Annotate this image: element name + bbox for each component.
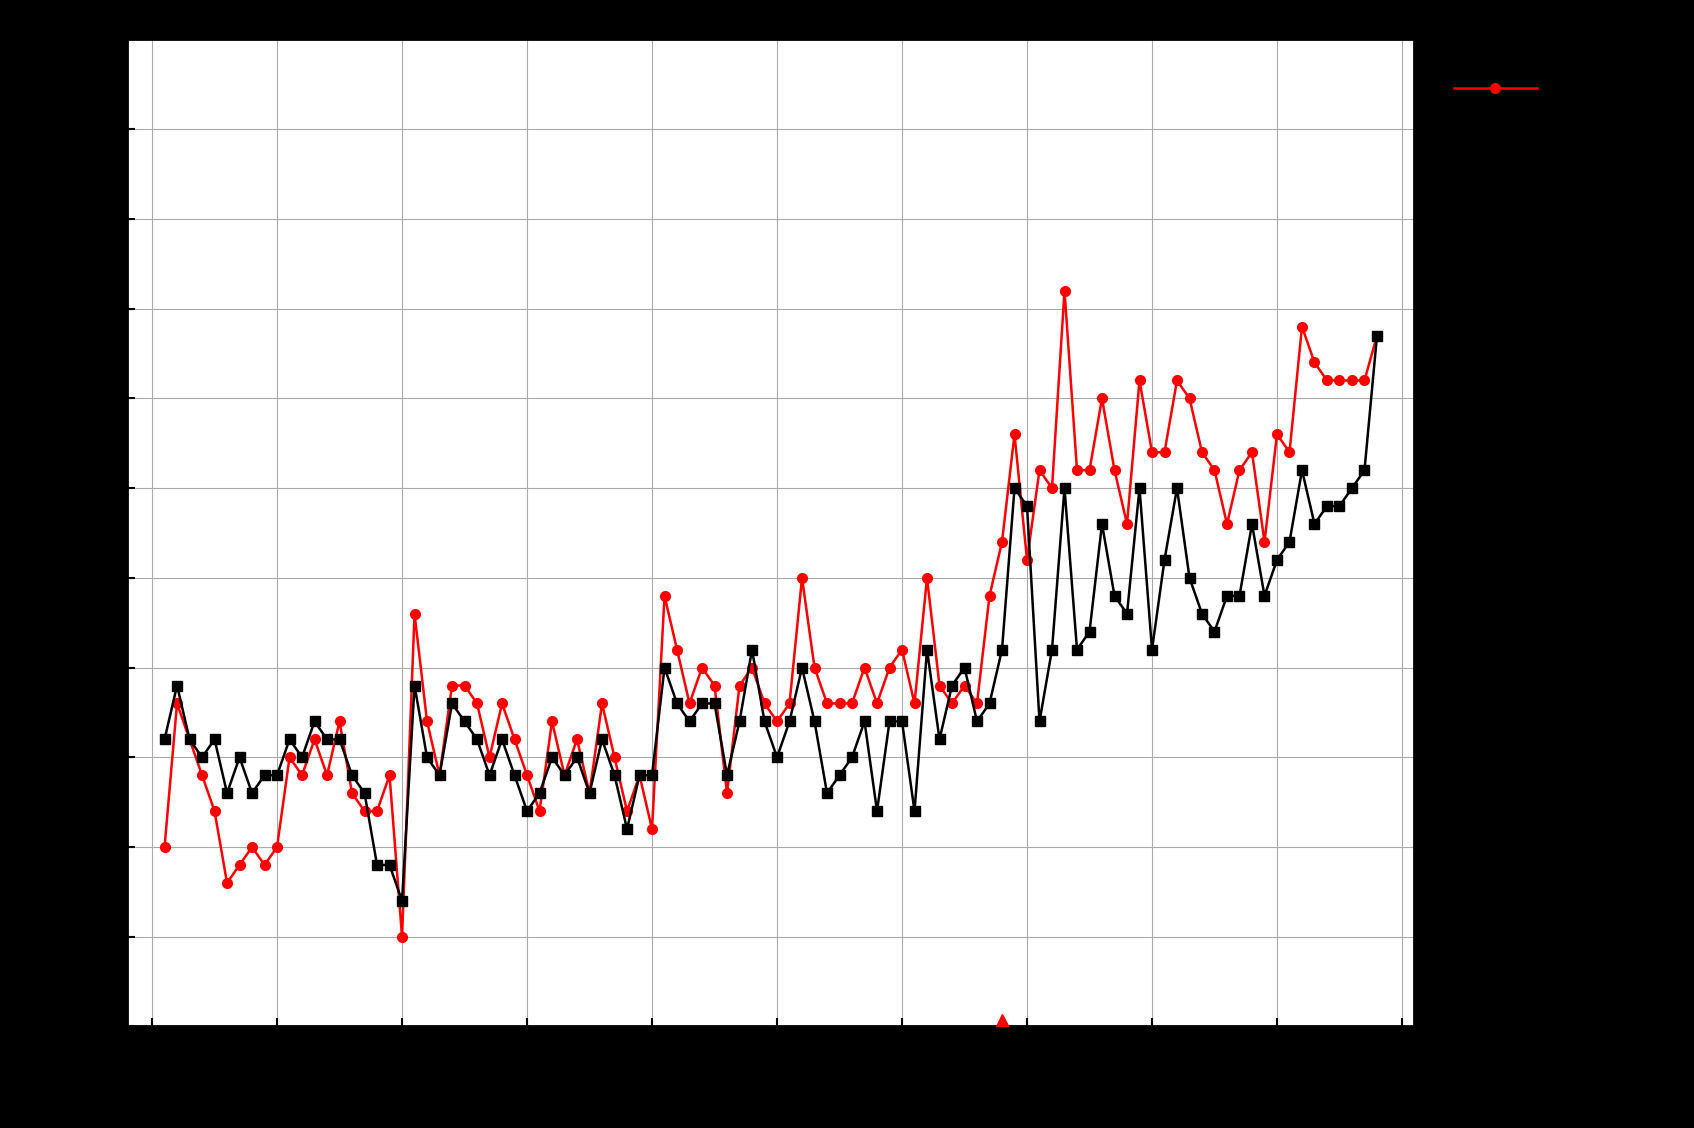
15地点 — [154, 732, 174, 746]
Line: 鹿児島: 鹿児島 — [159, 285, 1382, 942]
15地点 — [229, 750, 249, 764]
Line: 15地点: 15地点 — [159, 331, 1382, 906]
15地点 — [930, 732, 950, 746]
15地点 — [1093, 518, 1113, 531]
15地点 — [742, 643, 762, 656]
X-axis label: （年）: （年） — [744, 1075, 798, 1104]
Legend: 鹿児島, 15地点: 鹿児島, 15地点 — [1440, 60, 1660, 218]
鹿児島 — [1054, 284, 1074, 298]
鹿児島 — [930, 679, 950, 693]
鹿児島 — [391, 929, 412, 943]
鹿児島 — [842, 697, 862, 711]
鹿児島 — [229, 858, 249, 872]
鹿児島 — [1367, 329, 1387, 343]
15地点 — [254, 768, 274, 782]
15地点 — [391, 895, 412, 908]
15地点 — [1367, 329, 1387, 343]
鹿児島 — [742, 661, 762, 675]
15地点 — [842, 750, 862, 764]
鹿児島 — [154, 840, 174, 854]
鹿児島 — [1104, 464, 1125, 477]
鹿児島 — [254, 858, 274, 872]
